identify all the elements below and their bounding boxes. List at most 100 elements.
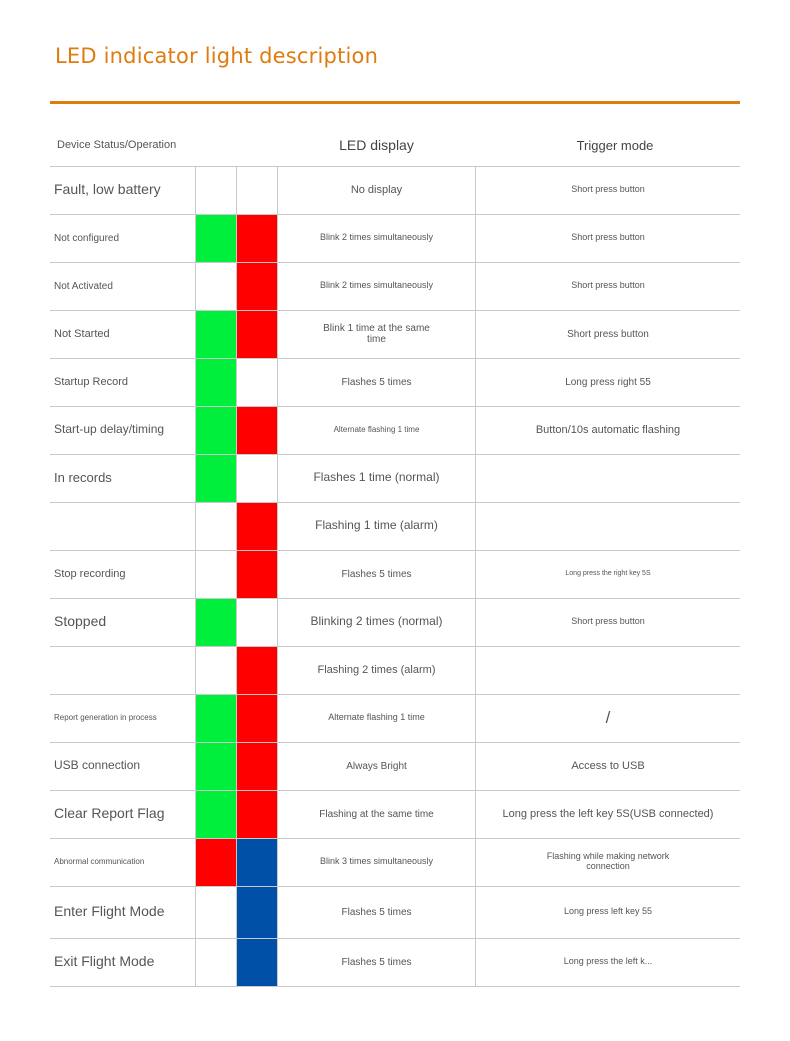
led-indicator-1-green: [196, 455, 236, 502]
led-indicator-2-off: [237, 167, 277, 214]
led-indicator-2-red: [237, 695, 277, 742]
row-divider: [50, 694, 740, 695]
led-indicator-1-green: [196, 791, 236, 838]
trigger-mode-cell: [476, 502, 740, 550]
trigger-mode-cell: Access to USB: [571, 759, 645, 772]
led-indicator-2-red: [237, 263, 277, 310]
table-row: Start-up delay/timing Alternate flashing …: [0, 406, 790, 454]
column-divider: [475, 166, 476, 986]
column-divider: [195, 166, 196, 986]
title-rule-divider: [50, 101, 740, 104]
led-indicator-1-off: [196, 939, 236, 986]
led-indicator-1-green: [196, 407, 236, 454]
trigger-mode-cell: Short press button: [571, 232, 645, 243]
led-indicator-2-red: [237, 407, 277, 454]
column-divider: [236, 166, 237, 986]
trigger-mode-cell: Long press left key 55: [563, 906, 653, 917]
led-display-cell: Blink 2 times simultaneously: [319, 232, 434, 243]
table-row: USB connection Always Bright Access to USB: [0, 742, 790, 790]
led-indicator-2-red: [237, 215, 277, 262]
trigger-mode-cell: Button/10s automatic flashing: [535, 423, 681, 436]
table-row: In records Flashes 1 time (normal): [0, 454, 790, 502]
trigger-mode-cell: Long press the right key 5S: [565, 570, 651, 578]
trigger-mode-cell: [476, 454, 740, 502]
table-row: Flashing 2 times (alarm): [0, 646, 790, 694]
led-indicator-2-red: [237, 551, 277, 598]
led-indicator-2-blue: [237, 887, 277, 938]
table-row: Not configured Blink 2 times simultaneous…: [0, 214, 790, 262]
led-indicator-1-off: [196, 887, 236, 938]
table-row: Flashing 1 time (alarm): [0, 502, 790, 550]
device-status-cell: Startup Record: [54, 375, 128, 388]
led-display-cell: Alternate flashing 1 time: [333, 424, 420, 434]
led-display-cell: Blinking 2 times (normal): [310, 614, 443, 629]
device-status-cell: Stopped: [54, 613, 107, 630]
led-indicator-1-off: [196, 551, 236, 598]
table-row: Not Activated Blink 2 times simultaneousl…: [0, 262, 790, 310]
device-status-cell: [54, 502, 194, 550]
device-status-cell: Stop recording: [54, 567, 126, 580]
trigger-mode-cell: /: [605, 707, 611, 727]
device-status-cell: Abnormal communication: [54, 856, 145, 866]
led-indicator-1-red: [196, 839, 236, 886]
device-status-cell: Report generation in process: [54, 712, 157, 722]
led-display-cell: Flashes 5 times: [341, 956, 412, 968]
led-indicator-2-off: [237, 599, 277, 646]
table-row: Abnormal communication Blink 3 times simu…: [0, 838, 790, 886]
led-display-cell: Flashes 5 times: [341, 906, 412, 918]
led-indicator-2-blue: [237, 939, 277, 986]
device-status-cell: Clear Report Flag: [54, 805, 165, 822]
device-status-cell: Enter Flight Mode: [54, 903, 165, 920]
device-status-cell: Start-up delay/timing: [54, 422, 165, 437]
led-indicator-1-green: [196, 599, 236, 646]
table-row: Startup Record Flashes 5 times Long press …: [0, 358, 790, 406]
row-divider: [50, 454, 740, 455]
led-display-cell: Alternate flashing 1 time: [328, 712, 425, 723]
led-indicator-1-green: [196, 359, 236, 406]
row-divider: [50, 742, 740, 743]
row-divider: [50, 310, 740, 311]
led-indicator-2-red: [237, 743, 277, 790]
led-display-cell: Flashing 2 times (alarm): [317, 663, 436, 676]
led-indicator-1-off: [196, 503, 236, 550]
device-status-cell: In records: [54, 469, 112, 485]
led-display-cell: Blink 1 time at the same time: [323, 323, 430, 345]
row-divider: [50, 358, 740, 359]
row-divider: [50, 214, 740, 215]
table-row: Exit Flight Mode Flashes 5 times Long pres…: [0, 938, 790, 986]
page-title: LED indicator light description: [55, 44, 379, 68]
trigger-mode-cell: Short press button: [571, 616, 645, 627]
led-indicator-1-green: [196, 695, 236, 742]
row-divider: [50, 838, 740, 839]
trigger-mode-cell: Long press the left k...: [563, 956, 653, 967]
trigger-mode-cell: Short press button: [571, 184, 645, 195]
led-display-cell: Blink 3 times simultaneously: [319, 856, 434, 867]
trigger-mode-cell: Long press right 55: [565, 376, 651, 388]
led-indicator-1-off: [196, 263, 236, 310]
row-divider: [50, 166, 740, 167]
device-status-cell: USB connection: [54, 758, 141, 773]
table-row: Clear Report Flag Flashing at the same ti…: [0, 790, 790, 838]
led-display-cell: Flashes 5 times: [341, 568, 412, 580]
header-trigger-mode: Trigger mode: [576, 137, 654, 153]
led-indicator-1-off: [196, 167, 236, 214]
trigger-mode-cell: Short press button: [571, 280, 645, 291]
led-display-cell: Always Bright: [346, 760, 407, 772]
led-indicator-2-blue: [237, 839, 277, 886]
row-divider: [50, 598, 740, 599]
row-divider: [50, 550, 740, 551]
device-status-cell: Not Started: [54, 327, 110, 340]
led-indicator-2-off: [237, 359, 277, 406]
table-row: Not Started Blink 1 time at the same time…: [0, 310, 790, 358]
table-row: Enter Flight Mode Flashes 5 times Long pre…: [0, 886, 790, 938]
trigger-mode-cell: [476, 646, 740, 694]
led-display-cell: Flashes 5 times: [341, 376, 412, 388]
row-divider: [50, 646, 740, 647]
trigger-mode-cell: Short press button: [567, 328, 649, 340]
led-indicator-2-off: [237, 455, 277, 502]
device-status-cell: [54, 646, 194, 694]
device-status-cell: Fault, low battery: [54, 181, 161, 198]
led-indicator-2-red: [237, 647, 277, 694]
trigger-mode-cell: Long press the left key 5S(USB connected…: [502, 807, 714, 820]
column-divider: [277, 166, 278, 986]
